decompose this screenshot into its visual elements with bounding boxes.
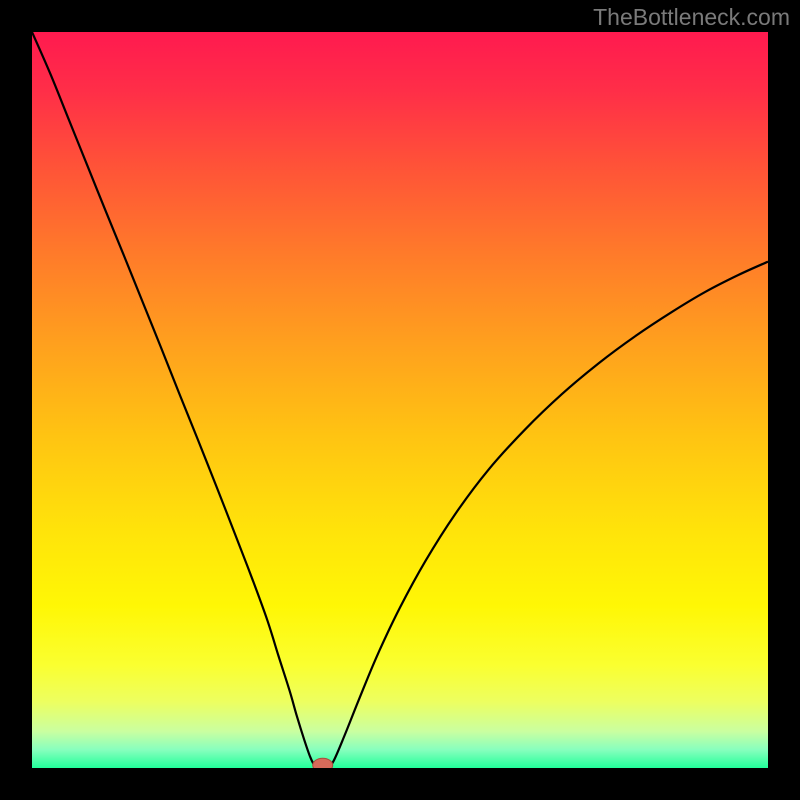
watermark-text: TheBottleneck.com xyxy=(593,4,790,31)
chart-container: TheBottleneck.com xyxy=(0,0,800,800)
bottleneck-chart xyxy=(0,0,800,800)
plot-background-gradient xyxy=(32,32,768,768)
